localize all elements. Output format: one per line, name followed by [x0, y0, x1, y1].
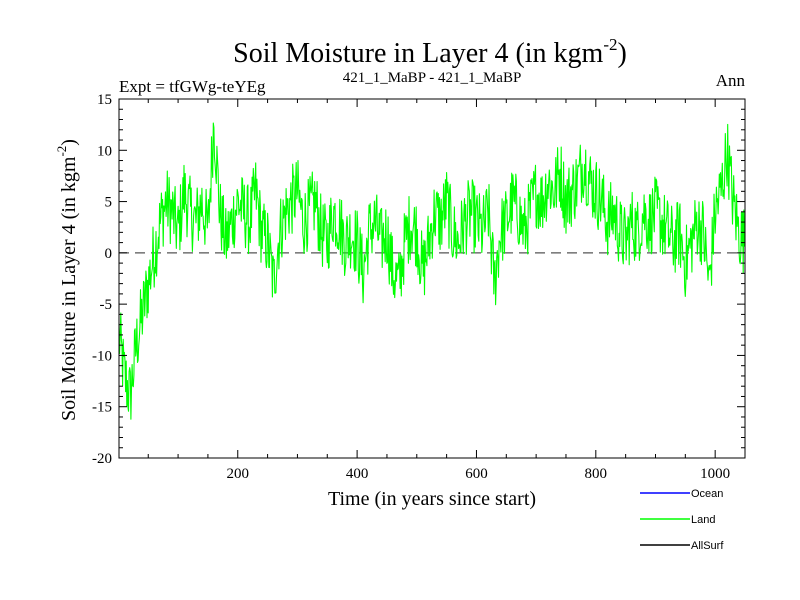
legend-label-allsurf: AllSurf	[691, 540, 724, 552]
y-axis-label: Soil Moisture in Layer 4 (in kgm-2)	[54, 139, 80, 421]
y-tick-label: -20	[92, 451, 112, 467]
chart-title: Soil Moisture in Layer 4 (in kgm-2)	[233, 35, 627, 69]
x-axis-label: Time (in years since start)	[328, 488, 536, 510]
x-tick-label: 600	[465, 466, 488, 482]
x-tick-label: 400	[346, 466, 369, 482]
x-tick-label: 800	[585, 466, 608, 482]
ticks-group: -20 -15 -10 -5 0 5 10 15 200 400 600 800 1000	[92, 92, 745, 482]
subtitle-left: Expt = tfGWg-teYEg	[119, 77, 266, 96]
y-tick-label: -15	[92, 400, 112, 416]
legend-group: Ocean Land AllSurf	[640, 488, 724, 552]
series-group	[118, 122, 746, 420]
y-tick-label: -10	[92, 348, 112, 364]
y-tick-label: 5	[105, 195, 113, 211]
y-tick-label: 0	[105, 246, 113, 262]
x-tick-label: 1000	[700, 466, 730, 482]
legend-label-ocean: Ocean	[691, 488, 723, 500]
legend-label-land: Land	[691, 514, 715, 526]
subtitle-center: 421_1_MaBP - 421_1_MaBP	[343, 70, 522, 86]
y-tick-label: 10	[97, 143, 112, 159]
y-tick-label: 15	[97, 92, 112, 108]
subtitle-right: Ann	[716, 71, 746, 90]
y-tick-label: -5	[100, 297, 113, 313]
plot-frame	[118, 98, 746, 459]
x-tick-label: 200	[227, 466, 250, 482]
series-line-land	[118, 122, 746, 420]
